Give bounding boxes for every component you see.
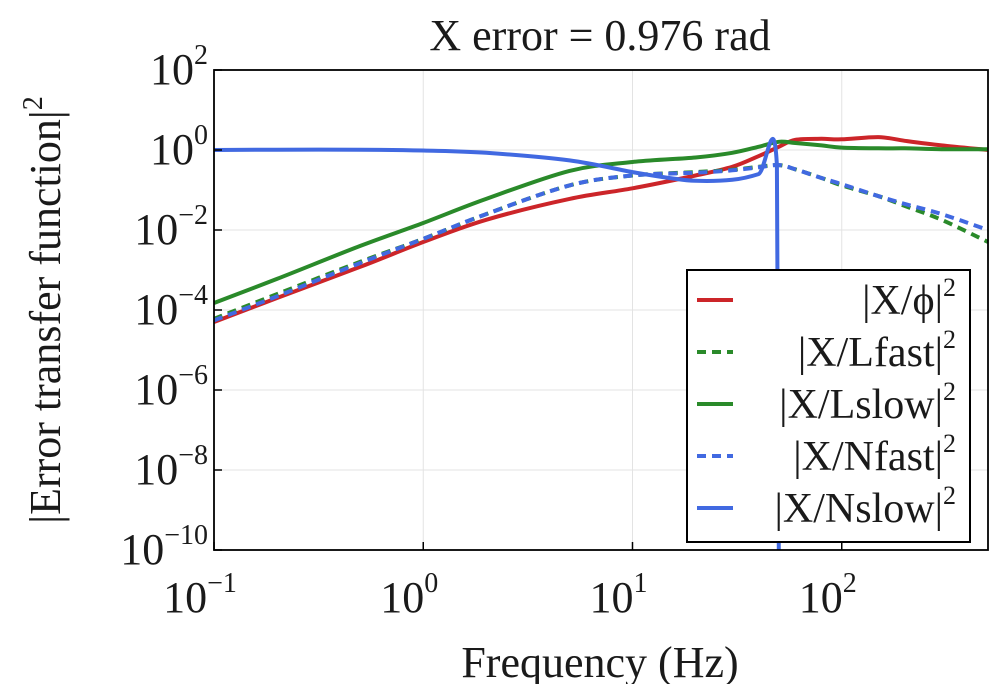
legend: |X/ϕ|2|X/Lfast|2|X/Lslow|2|X/Nfast|2|X/N… [686,269,971,543]
series-line-x-nfast [213,163,989,323]
legend-label: |X/Lfast|2 [798,325,956,376]
x-tick-label: 102 [799,568,857,622]
y-tick-label: 10−4 [134,280,208,334]
y-tick-label: 102 [150,40,208,94]
y-tick-label: 100 [150,120,208,174]
x-tick-label: 10−1 [163,568,237,622]
y-tick-label: 10−6 [134,360,208,414]
plot-series [213,135,989,551]
y-tick-label: 10−2 [134,200,208,254]
series-line-x-nslow [213,137,781,551]
y-tick-label: 10−8 [134,440,208,494]
legend-label: |X/Nfast|2 [793,429,956,480]
x-tick-label: 100 [380,568,438,622]
x-tick-label: 101 [589,568,647,622]
legend-box [686,269,971,543]
chart-title: X error = 0.976 rad [429,11,770,60]
series-line-x [213,135,989,324]
series-line-x-lslow [213,139,989,305]
axis-ticks: 10−1 100 101 102 102 100 10−2 10−4 10−6 10−8 10−10 [120,40,857,622]
y-axis-label-group: |Error transfer function|2 [18,96,70,523]
x-axis-label: Frequency (Hz) [461,638,738,684]
legend-label: |X/Nslow|2 [775,481,957,532]
legend-label: |X/ϕ|2 [862,273,956,324]
legend-label: |X/Lslow|2 [779,377,956,428]
y-tick-label: 10−10 [120,520,208,574]
y-axis-label: |Error transfer function|2 [18,96,70,523]
